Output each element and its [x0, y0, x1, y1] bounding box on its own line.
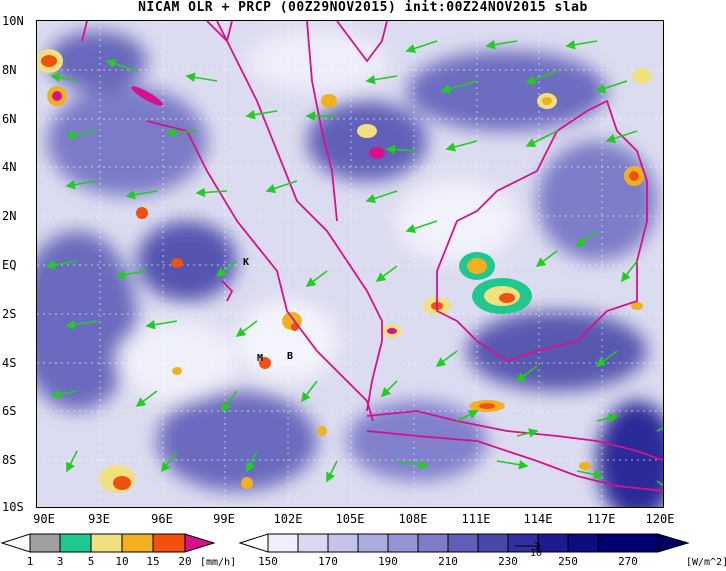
olr-units: [W/m^2] — [686, 557, 726, 568]
precip-colorbar — [0, 533, 216, 553]
olr-tick: 150 — [258, 555, 278, 568]
lon-label: 102E — [273, 512, 303, 526]
lat-label: 10N — [2, 14, 24, 28]
lon-label: 111E — [461, 512, 491, 526]
vector-reference — [515, 541, 541, 551]
lat-label: 2N — [2, 209, 17, 223]
graticule — [37, 21, 663, 507]
olr-tick: 170 — [318, 555, 338, 568]
lat-label: 4S — [2, 356, 17, 370]
olr-tick: 210 — [438, 555, 458, 568]
lat-label: 6N — [2, 112, 17, 126]
olr-colorbar — [238, 533, 690, 553]
lon-label: 96E — [151, 512, 173, 526]
lat-label: 4N — [2, 160, 17, 174]
lon-label: 99E — [213, 512, 235, 526]
lon-label: 108E — [398, 512, 428, 526]
lat-label: 10S — [2, 500, 24, 514]
lon-label: 105E — [335, 512, 365, 526]
lat-label: 2S — [2, 307, 17, 321]
precip-tick: 10 — [115, 555, 129, 568]
coastlines — [81, 21, 663, 492]
precip-tick: 3 — [56, 555, 64, 568]
precip-tick: 15 — [146, 555, 160, 568]
olr-tick: 190 — [378, 555, 398, 568]
lon-label: 93E — [88, 512, 110, 526]
lon-label: 114E — [523, 512, 553, 526]
olr-tick: 270 — [618, 555, 638, 568]
olr-tick: 230 — [498, 555, 518, 568]
map-title: NICAM OLR + PRCP (00Z29NOV2015) init:00Z… — [138, 0, 588, 15]
lon-label: 120E — [645, 512, 675, 526]
marker-b: B — [287, 351, 294, 362]
marker-k: K — [243, 257, 250, 268]
lat-label: EQ — [2, 258, 17, 272]
precip-tick: 5 — [87, 555, 95, 568]
precip-tick: 1 — [26, 555, 34, 568]
precip-tick: 20 — [178, 555, 192, 568]
vector-reference-label: 10 — [530, 548, 543, 559]
lat-label: 6S — [2, 404, 17, 418]
marker-m: M — [257, 353, 264, 364]
olr-tick: 250 — [558, 555, 578, 568]
olr-field — [37, 31, 663, 507]
lon-label: 90E — [33, 512, 55, 526]
colorbars — [0, 533, 690, 553]
map-canvas — [37, 21, 663, 507]
lat-label: 8N — [2, 63, 17, 77]
map-panel: K M B — [36, 20, 664, 508]
lat-label: 8S — [2, 453, 17, 467]
precip-units: [mm/h] — [200, 557, 237, 568]
lon-label: 117E — [586, 512, 616, 526]
precip-cells — [37, 49, 652, 493]
wind-vectors — [45, 39, 663, 487]
